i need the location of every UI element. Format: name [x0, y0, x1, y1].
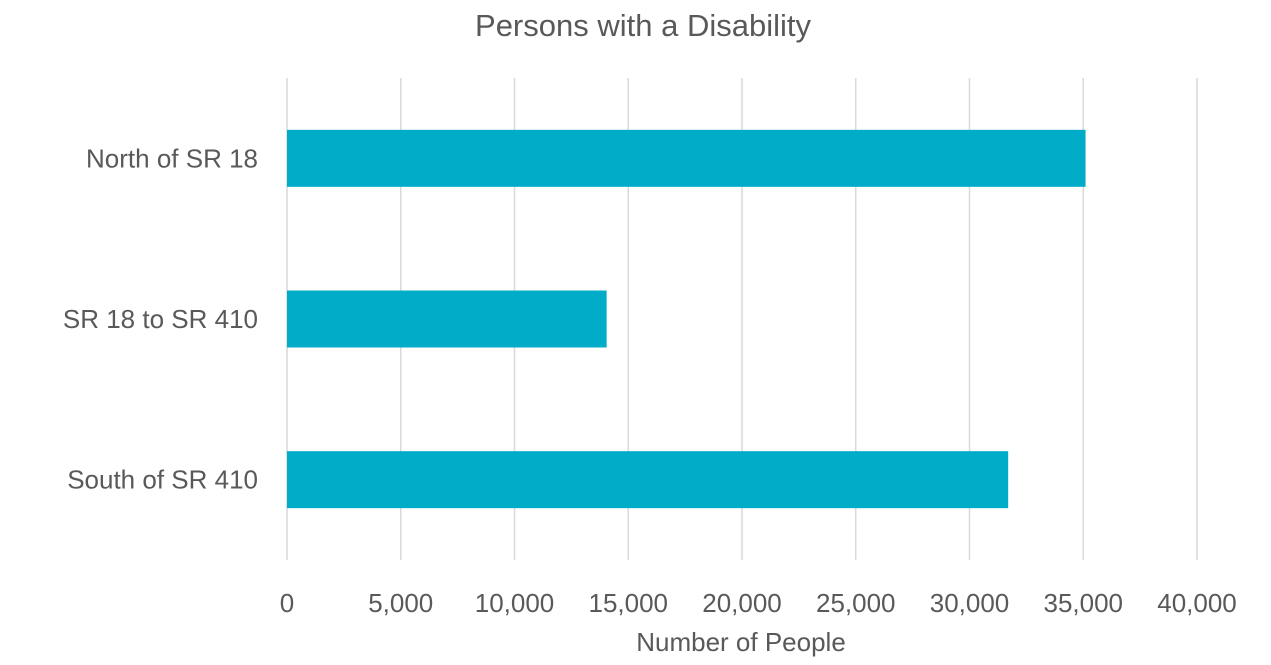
- x-tick-label: 10,000: [475, 588, 555, 618]
- bars: [287, 129, 1086, 509]
- x-tick-label: 35,000: [1043, 588, 1123, 618]
- bar: [287, 129, 1086, 187]
- x-axis-labels: 0 5,000 10,000 15,000 20,000 25,000 30,000 35,0…: [280, 588, 1237, 618]
- chart-title: Persons with a Disability: [475, 8, 811, 43]
- x-tick-label: 0: [280, 588, 294, 618]
- x-tick-label: 25,000: [816, 588, 896, 618]
- x-tick-label: 30,000: [930, 588, 1010, 618]
- x-tick-label: 40,000: [1157, 588, 1237, 618]
- x-tick-label: 15,000: [588, 588, 668, 618]
- bar: [287, 290, 607, 348]
- x-tick-label: 20,000: [702, 588, 782, 618]
- y-axis-labels: North of SR 18 SR 18 to SR 410 South of SR…: [63, 143, 258, 494]
- y-tick-label: SR 18 to SR 410: [63, 304, 258, 334]
- x-tick-label: 5,000: [368, 588, 433, 618]
- x-axis-title: Number of People: [636, 627, 846, 657]
- y-tick-label: South of SR 410: [67, 465, 258, 495]
- bar: [287, 451, 1009, 509]
- y-tick-label: North of SR 18: [86, 143, 258, 173]
